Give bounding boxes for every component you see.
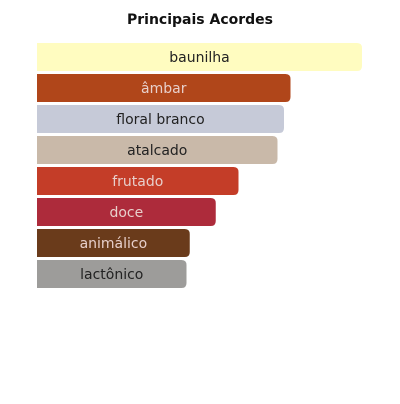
bar (37, 260, 187, 288)
bar (37, 167, 239, 195)
bar-label: floral branco (116, 112, 204, 128)
chart-title: Principais Acordes (127, 12, 273, 28)
bar-label: frutado (112, 174, 163, 190)
bar (37, 136, 278, 164)
bar-label: âmbar (141, 81, 187, 97)
bar (37, 198, 216, 226)
bar (37, 229, 190, 257)
bar-label: lactônico (80, 267, 143, 283)
bar (37, 43, 362, 71)
bar-label: doce (109, 205, 143, 221)
bar-label: animálico (80, 236, 148, 252)
bar (37, 105, 284, 133)
bar-label: atalcado (127, 143, 187, 159)
bar-label: baunilha (169, 50, 229, 66)
bar (37, 74, 291, 102)
